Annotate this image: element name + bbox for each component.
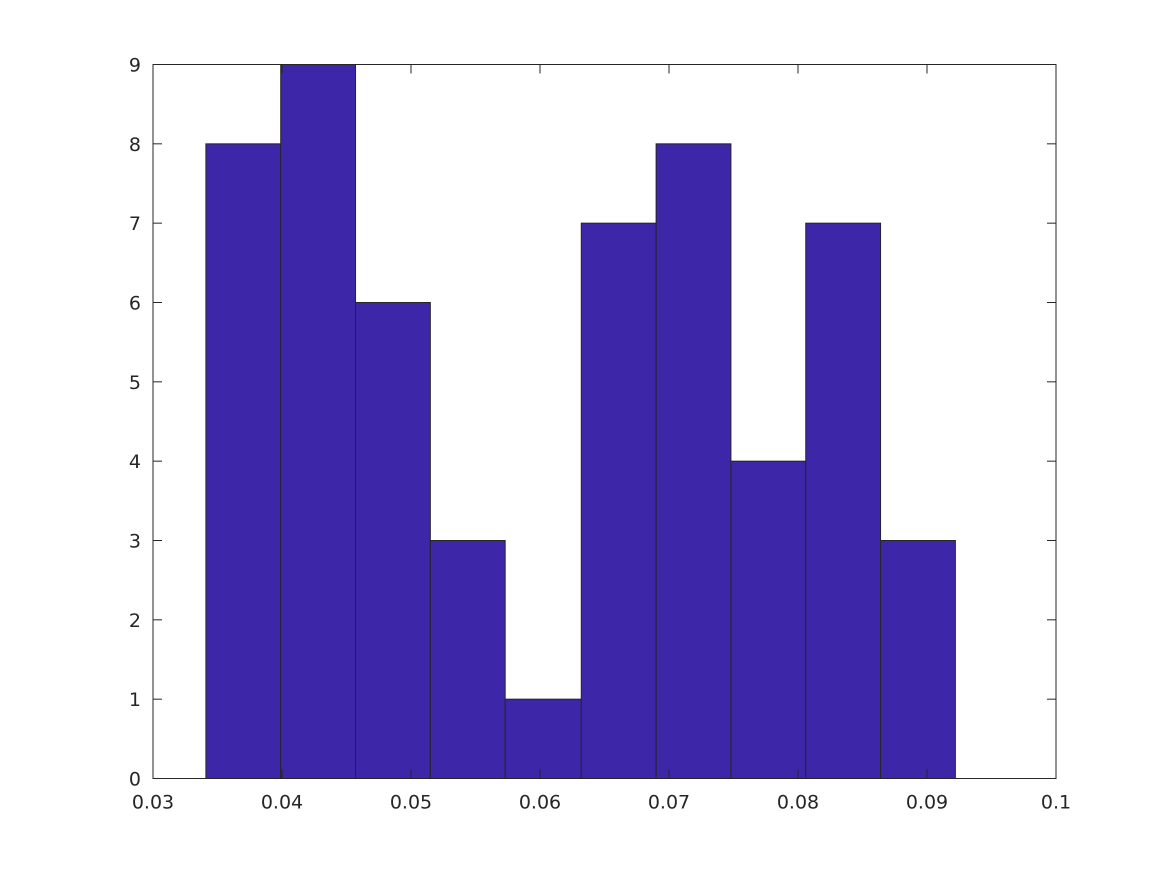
y-tick-label: 9	[129, 55, 141, 77]
axes-box	[152, 64, 1057, 779]
histogram-bar	[880, 540, 956, 779]
y-tick-labels: 0 1 2 3 4 5 6 7 8 9	[129, 55, 141, 791]
y-tick-label: 3	[129, 531, 141, 553]
histogram-bar	[205, 143, 282, 780]
y-tick-label: 4	[129, 451, 141, 473]
y-tick-label: 5	[129, 372, 141, 394]
x-tick-label: 0.09	[906, 792, 948, 814]
histogram-bar	[730, 460, 807, 779]
x-tick-label: 0.06	[519, 792, 561, 814]
histogram-bar	[580, 222, 657, 779]
x-tick-label: 0.04	[261, 792, 303, 814]
x-tick-label: 0.08	[777, 792, 819, 814]
x-tick-label: 0.1	[1041, 792, 1071, 814]
x-tick-label: 0.03	[132, 792, 174, 814]
x-tick-label: 0.07	[648, 792, 690, 814]
histogram-bar	[429, 540, 506, 779]
y-tick-label: 1	[129, 689, 141, 711]
x-tick-labels: 0.03 0.04 0.05 0.06 0.07 0.08 0.09 0.1	[132, 792, 1071, 814]
x-tick-label: 0.05	[390, 792, 432, 814]
bars-group	[205, 64, 956, 780]
y-tick-label: 8	[129, 134, 141, 156]
y-tick-label: 7	[129, 213, 141, 235]
y-tick-label: 6	[129, 293, 141, 315]
histogram-bar	[655, 143, 732, 780]
y-tick-label: 2	[129, 610, 141, 632]
histogram-bar	[805, 222, 882, 779]
histogram-bar	[280, 64, 357, 779]
y-tick-label: 0	[129, 769, 141, 791]
histogram-bar	[504, 698, 582, 780]
histogram-bar	[355, 302, 431, 779]
